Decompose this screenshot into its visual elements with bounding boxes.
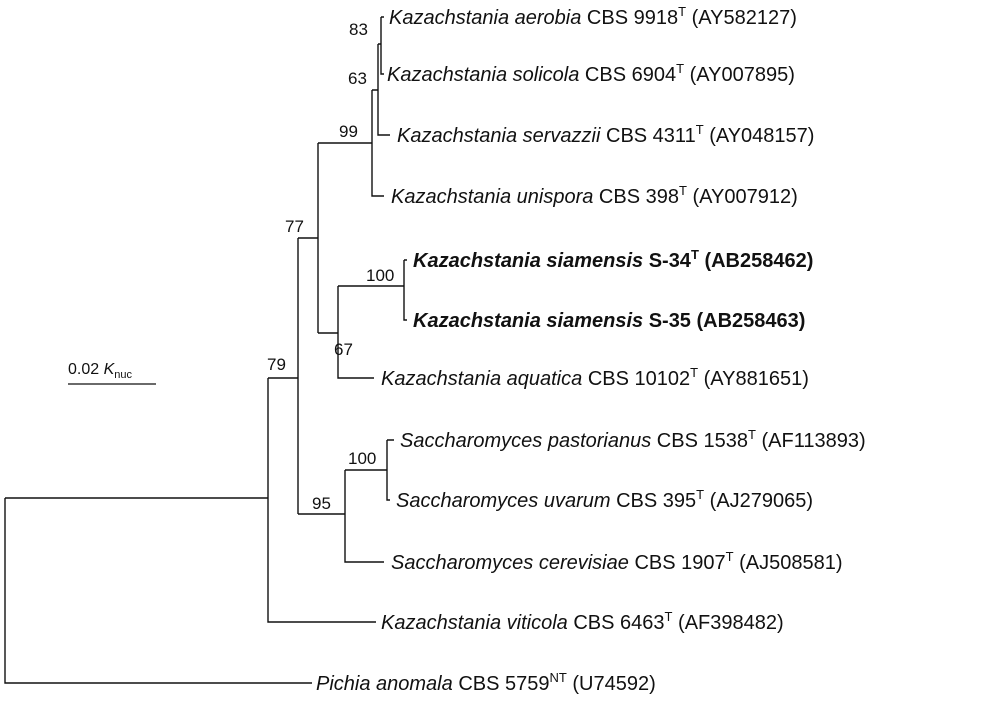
branch-node-79 <box>267 377 376 623</box>
bootstrap-value: 63 <box>348 69 367 88</box>
taxon-label: Kazachstania solicola CBS 6904T (AY00789… <box>387 61 795 86</box>
taxon-label: Saccharomyces pastorianus CBS 1538T (AF1… <box>400 427 866 452</box>
scale-bar: 0.02 Knuc <box>68 361 156 385</box>
branch-node-83 <box>380 16 384 75</box>
taxon-label: Kazachstania servazzii CBS 4311T (AY0481… <box>397 122 814 147</box>
bootstrap-value: 79 <box>267 355 286 374</box>
taxon-label: Saccharomyces cerevisiae CBS 1907T (AJ50… <box>391 549 843 574</box>
branch-node-99 <box>371 89 384 197</box>
branch-node-67 <box>337 285 404 379</box>
bootstrap-value: 100 <box>348 449 376 468</box>
taxon-labels: Kazachstania aerobia CBS 9918T (AY582127… <box>316 4 866 695</box>
bootstrap-value: 95 <box>312 494 331 513</box>
bootstrap-value: 100 <box>366 266 394 285</box>
taxon-label-highlighted: Kazachstania siamensis S-34T (AB258462) <box>413 247 813 272</box>
bootstrap-values: 83 63 99 77 100 67 79 100 95 <box>267 20 394 513</box>
taxon-label: Saccharomyces uvarum CBS 395T (AJ279065) <box>396 487 813 512</box>
tree-branches <box>4 16 407 684</box>
bootstrap-value: 67 <box>334 340 353 359</box>
taxon-label: Pichia anomala CBS 5759NT (U74592) <box>316 670 656 695</box>
branch-node-100-saccharomyces <box>386 439 394 501</box>
branch-node-77 <box>317 142 372 334</box>
taxon-label-highlighted: Kazachstania siamensis S-35 (AB258463) <box>413 310 805 332</box>
scale-bar-label: 0.02 Knuc <box>68 361 133 381</box>
taxon-label: Kazachstania aquatica CBS 10102T (AY8816… <box>381 365 809 390</box>
bootstrap-value: 99 <box>339 122 358 141</box>
taxon-label: Kazachstania aerobia CBS 9918T (AY582127… <box>389 4 797 29</box>
taxon-label: Kazachstania viticola CBS 6463T (AF39848… <box>381 609 784 634</box>
branch-node-100-siamensis <box>403 259 407 321</box>
bootstrap-value: 77 <box>285 217 304 236</box>
branch-node-95 <box>344 469 387 563</box>
bootstrap-value: 83 <box>349 20 368 39</box>
branch-node-ingroup <box>297 237 345 515</box>
branch-root <box>4 497 312 684</box>
taxon-label: Kazachstania unispora CBS 398T (AY007912… <box>391 183 798 208</box>
branch-node-63 <box>377 43 390 136</box>
